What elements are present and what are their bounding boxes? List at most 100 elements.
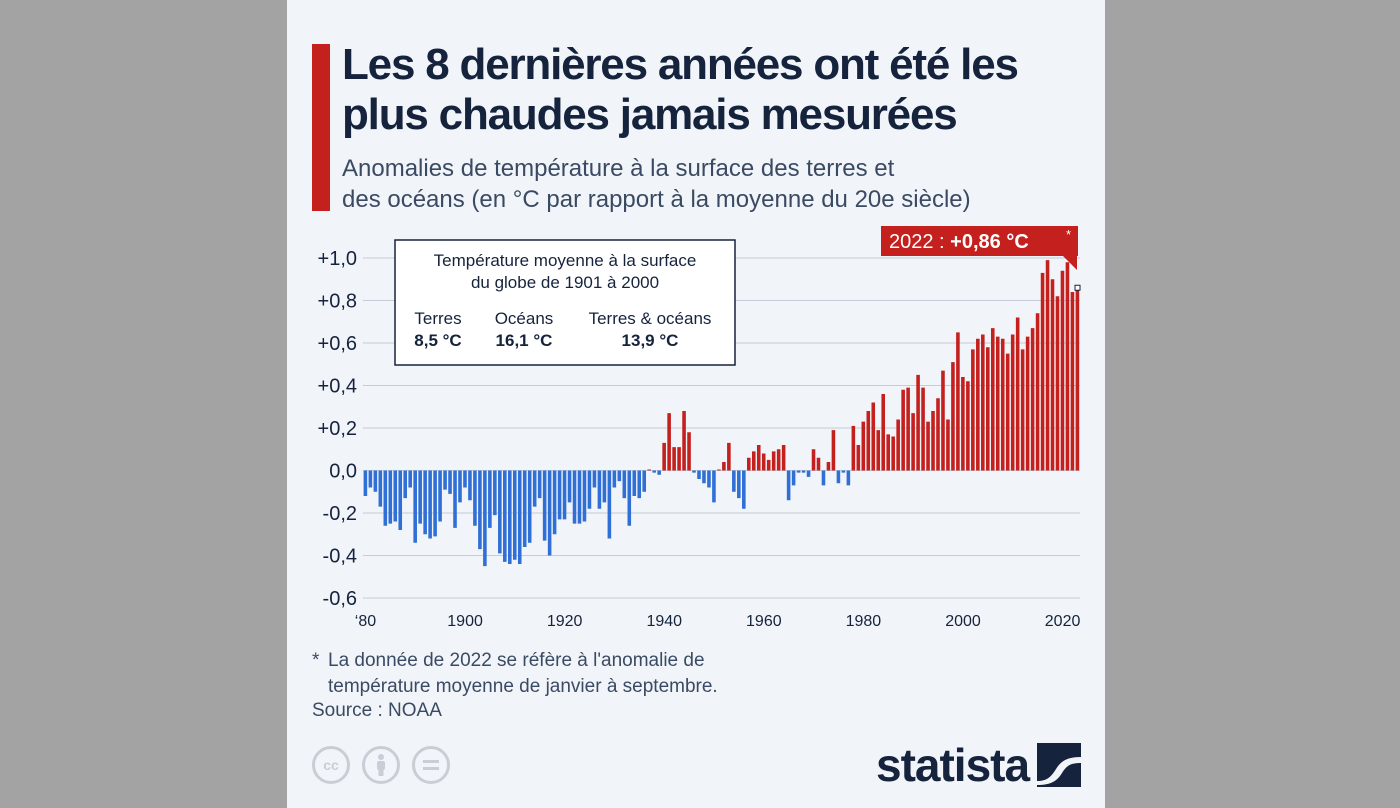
bar-1909 [508,470,512,564]
bar-1969 [806,470,811,477]
bar-1950 [712,470,716,503]
bar-1940 [662,442,666,471]
callout-text: 2022 : +0,86 °C [889,231,1029,253]
bar-1895 [438,470,442,522]
creative-commons-icon[interactable]: cc [312,746,350,784]
x-tick-label: 1980 [846,613,882,630]
bar-1997 [946,419,950,471]
attribution-person-icon[interactable] [362,746,400,784]
bar-1990 [911,413,915,471]
logo-wordmark: statista [876,739,1030,791]
bar-1965 [786,470,791,501]
bar-1995 [936,398,940,471]
bar-1932 [622,470,627,499]
bar-1903 [478,470,482,550]
bar-1898 [453,470,457,528]
bar-1929 [607,470,612,539]
bar-2014 [1030,328,1035,471]
bar-1994 [931,411,935,471]
bar-1964 [781,445,786,471]
bar-1905 [488,470,492,528]
bar-1996 [941,370,945,471]
bar-1897 [448,470,452,494]
bar-1896 [443,470,447,490]
x-axis-labels: ‘80 1900 1920 1940 1960 1980 2000 2020 [355,613,1081,630]
y-tick-label: +1,0 [318,248,357,270]
info-box-title-line-2: du globe de 1901 à 2000 [471,273,659,292]
bar-1974 [831,430,836,471]
bar-1912 [522,470,527,547]
bar-1992 [921,387,925,471]
footnote: * La donnée de 2022 se réfère à l'anomali… [312,648,792,700]
bar-1913 [527,470,532,543]
footnote-line-2: température moyenne de janvier à septemb… [328,676,718,697]
bar-1966 [791,470,796,486]
bar-1915 [537,470,542,499]
bar-2008 [1000,338,1005,471]
bar-1907 [498,470,502,554]
bar-1928 [602,470,607,503]
chart-title: Les 8 dernières années ont été les plus … [342,40,1092,140]
bar-1890 [413,470,417,543]
y-tick-label: 0,0 [329,461,357,483]
bars [363,260,1080,567]
bar-2011 [1015,317,1020,471]
bar-2023 [1075,287,1080,471]
title-accent-bar [312,44,330,211]
bar-1884 [383,470,388,526]
bar-2002 [971,349,975,471]
x-tick-label: 1920 [547,613,583,630]
bar-1957 [747,457,751,471]
bar-1881 [368,470,373,488]
bar-1885 [388,470,393,524]
bar-2004 [981,334,985,471]
y-tick-label: +0,2 [318,418,357,440]
info-label-terres: Terres [414,309,461,328]
bar-1920 [562,470,567,520]
bar-1918 [552,470,557,535]
info-label-oceans: Océans [495,309,554,328]
x-tick-label: 1900 [447,613,483,630]
bar-1980 [861,421,866,471]
bar-1984 [881,394,886,471]
bar-1944 [682,411,686,471]
bar-1880 [363,470,368,496]
x-tick-label: 2000 [945,613,981,630]
callout-prefix: 2022 : [889,231,950,253]
bar-1948 [702,470,706,484]
y-tick-label: -0,6 [323,588,357,610]
bar-1949 [707,470,711,488]
no-derivatives-icon[interactable] [412,746,450,784]
chart-subtitle: Anomalies de température à la surface de… [342,153,1082,215]
callout-value: +0,86 °C [950,231,1029,253]
bar-1927 [597,470,602,509]
bar-1972 [821,470,826,486]
bar-2000 [961,377,965,471]
bar-1962 [771,451,776,471]
bar-1945 [687,432,691,471]
bar-1914 [532,470,537,507]
bar-1882 [373,470,378,492]
bar-1900 [463,470,467,488]
bar-2018 [1050,279,1055,471]
callout-marker [1074,284,1081,291]
callout-pointer [1063,256,1077,270]
bar-1987 [896,419,900,471]
bar-1935 [637,470,642,499]
equals-glyph [423,760,439,770]
bar-1999 [956,332,960,471]
x-tick-label: ‘80 [355,613,376,630]
statista-logo[interactable]: statista [876,738,1082,792]
bar-1986 [891,436,895,471]
bar-1956 [742,470,746,509]
info-box-title-line-1: Température moyenne à la surface [434,251,697,270]
bar-1888 [403,470,408,499]
bar-2001 [966,381,970,471]
info-value-terres: 8,5 °C [414,331,461,350]
bar-2003 [976,338,980,471]
bar-1941 [667,413,671,471]
bar-1891 [418,470,422,524]
bar-2020 [1060,270,1065,471]
bar-1993 [926,421,930,471]
subtitle-line-2: des océans (en °C par rapport à la moyen… [342,186,971,213]
